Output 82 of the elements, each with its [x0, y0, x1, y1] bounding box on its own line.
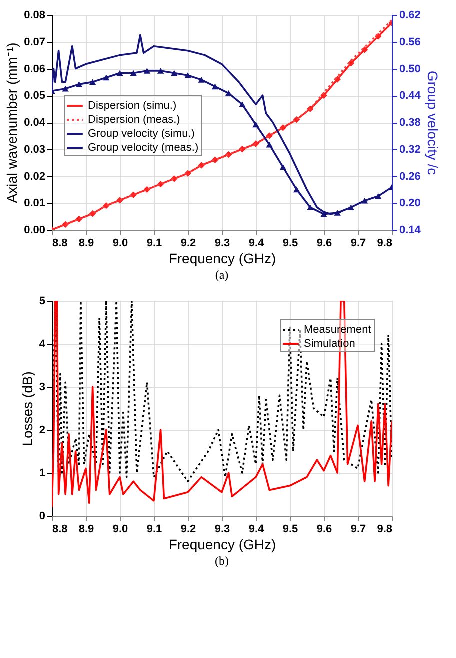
point — [198, 77, 205, 83]
x-tick-label: 8.9 — [78, 238, 94, 250]
point — [375, 194, 382, 200]
point — [130, 70, 137, 76]
text: (a) — [215, 268, 229, 282]
legend-label: Dispersion (meas.) — [88, 114, 180, 126]
y2-axis-title: Group velocity /c — [424, 70, 441, 176]
y2-tick-label: 0.62 — [400, 10, 421, 22]
y-tick-label: 0.07 — [24, 36, 46, 48]
legend-label: Dispersion (simu.) — [88, 100, 177, 112]
y-tick-label: 1 — [39, 468, 46, 480]
point — [225, 90, 232, 96]
point — [348, 204, 355, 211]
point — [307, 204, 314, 211]
y-axis-title: Losses (dB) — [19, 372, 36, 446]
point — [103, 74, 110, 81]
x-tick-label: 9.2 — [180, 238, 196, 250]
x-tick-label: 9.2 — [180, 524, 196, 536]
x-axis-title: Frequency (GHz) — [168, 536, 276, 552]
x-tick-label: 9.8 — [377, 524, 392, 536]
x-tick-label: 9.7 — [350, 238, 366, 250]
y2-tick-label: 0.20 — [400, 198, 421, 210]
point — [361, 46, 368, 54]
text: (b) — [215, 554, 229, 568]
y-tick-label: 0 — [39, 510, 46, 522]
x-axis-title: Frequency (GHz) — [168, 250, 276, 266]
point — [252, 122, 260, 128]
x-tick-label: 9.1 — [146, 238, 162, 250]
x-tick-label: 9.8 — [377, 238, 392, 250]
point — [361, 198, 368, 204]
y-tick-label: 0.00 — [24, 224, 46, 236]
x-tick-label: 9.0 — [112, 524, 128, 536]
y-tick-label: 0.05 — [24, 90, 46, 102]
x-tick-label: 9.0 — [112, 238, 128, 250]
y-tick-label: 0.01 — [24, 198, 46, 210]
point — [116, 70, 124, 76]
legend-label: Measurement — [304, 324, 372, 336]
y2-tick-label: 0.56 — [400, 36, 421, 48]
y-tick-label: 0.06 — [24, 63, 46, 76]
y2-tick-label: 0.14 — [400, 224, 422, 236]
y-tick-label: 0.08 — [24, 10, 46, 22]
point — [157, 68, 164, 74]
x-tick-label: 9.5 — [282, 524, 298, 536]
legend-label: Group velocity (simu.) — [88, 128, 195, 140]
x-tick-label: 9.3 — [214, 238, 230, 250]
y-tick-label: 2 — [39, 424, 46, 436]
y2-tick-label: 0.32 — [400, 144, 421, 156]
x-tick-label: 9.5 — [282, 238, 298, 250]
y-tick-label: 0.03 — [24, 144, 46, 156]
point — [280, 164, 287, 170]
point — [184, 72, 192, 78]
x-tick-label: 8.8 — [52, 524, 68, 536]
y-tick-label: 3 — [39, 382, 46, 394]
point — [144, 68, 151, 74]
y-tick-label: 0.02 — [24, 170, 46, 183]
x-tick-label: 8.9 — [78, 524, 94, 536]
point — [293, 186, 300, 193]
point — [76, 82, 83, 88]
y-tick-label: 0.04 — [24, 117, 46, 129]
legend-label: Simulation — [304, 338, 356, 350]
y2-tick-label: 0.44 — [400, 90, 422, 102]
point — [89, 79, 96, 86]
legend-label: Group velocity (meas.) — [88, 142, 199, 154]
y2-tick-label: 0.50 — [400, 63, 421, 76]
y2-tick-label: 0.26 — [400, 170, 421, 183]
point — [62, 86, 69, 92]
point — [171, 70, 178, 76]
x-tick-label: 8.8 — [52, 238, 68, 250]
x-tick-label: 9.6 — [316, 238, 332, 250]
x-tick-label: 9.4 — [248, 238, 266, 250]
x-tick-label: 9.3 — [214, 524, 230, 536]
x-tick-label: 9.7 — [350, 524, 366, 536]
x-tick-label: 9.6 — [316, 524, 332, 536]
point — [266, 142, 273, 148]
y-tick-label: 4 — [39, 338, 46, 350]
point — [239, 102, 246, 108]
x-tick-label: 9.1 — [146, 524, 162, 536]
x-tick-label: 9.4 — [248, 524, 266, 536]
y-tick-label: 5 — [39, 296, 46, 308]
point — [212, 84, 219, 90]
y-axis-title: Axial wavenumber (mm⁻¹) — [4, 42, 20, 204]
y2-tick-label: 0.38 — [400, 117, 421, 129]
